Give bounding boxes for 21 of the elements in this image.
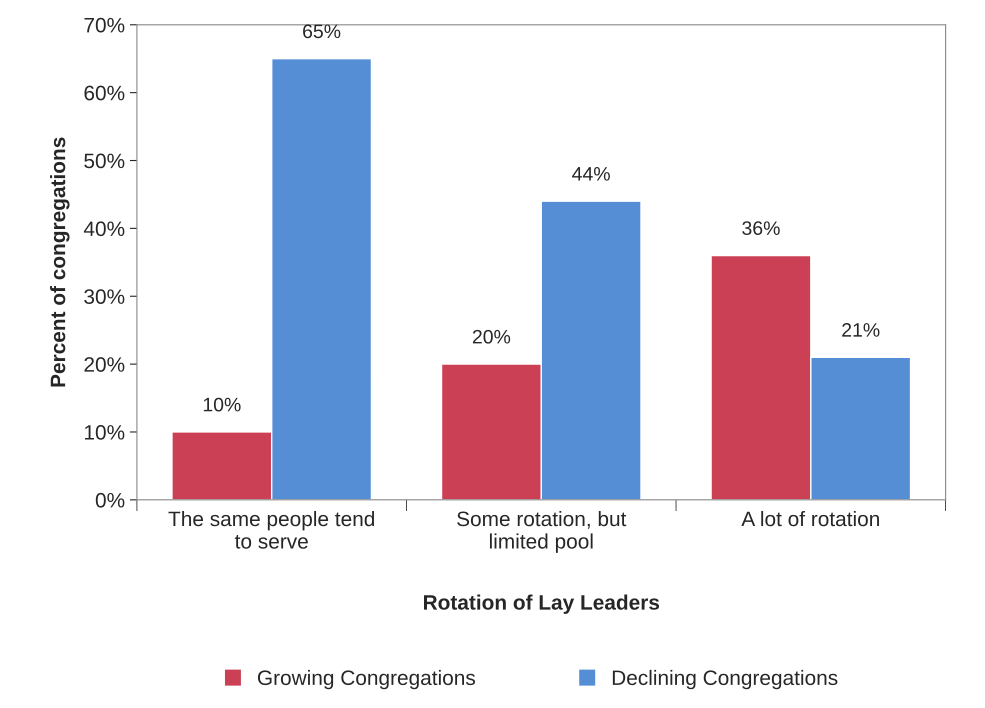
y-tick-label: 20% bbox=[84, 357, 124, 372]
data-label: 20% bbox=[472, 330, 510, 344]
legend-label: Declining Congregations bbox=[612, 670, 838, 690]
y-tick-label: 0% bbox=[96, 492, 124, 508]
data-label: 36% bbox=[742, 221, 780, 236]
data-label: 10% bbox=[204, 398, 241, 412]
x-tick-label: The same people tend to serve bbox=[168, 510, 374, 549]
y-tick-label: 60% bbox=[84, 86, 124, 100]
y-tick-label: 50% bbox=[84, 154, 124, 168]
y-axis-title: Percent of congregations bbox=[50, 138, 70, 387]
data-label: 65% bbox=[303, 24, 340, 38]
x-axis-title: Rotation of Lay Leaders bbox=[424, 594, 660, 614]
y-tick-label: 70% bbox=[84, 18, 124, 33]
x-tick-label: Some rotation, but limited pool bbox=[457, 510, 626, 553]
data-label: 44% bbox=[572, 167, 610, 181]
x-tick-label: A lot of rotation bbox=[741, 510, 879, 526]
y-tick-label: 40% bbox=[84, 221, 124, 236]
y-tick-label: 10% bbox=[85, 424, 124, 440]
y-tick-label: 30% bbox=[84, 289, 124, 304]
legend-label: Growing Congregations bbox=[258, 670, 476, 690]
data-label: 21% bbox=[842, 323, 880, 337]
